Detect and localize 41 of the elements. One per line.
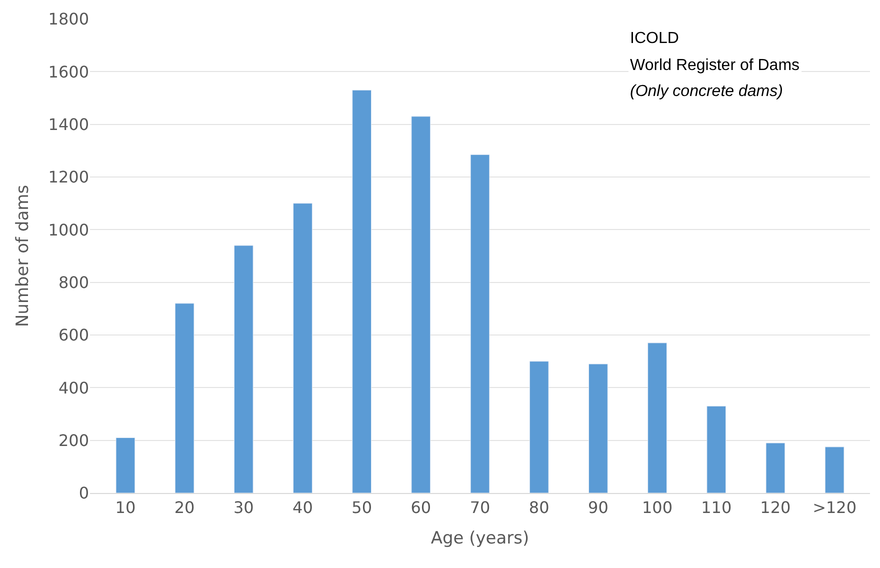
x-tick-label: 80 <box>528 498 550 518</box>
bar <box>766 442 786 493</box>
annotation: (Only concrete dams) <box>630 83 783 100</box>
y-tick-label: 0 <box>78 484 89 503</box>
x-tick-label: 50 <box>352 498 372 518</box>
x-tick-label: 30 <box>233 498 254 518</box>
bar <box>174 303 194 493</box>
bar <box>648 342 667 493</box>
bar <box>588 364 608 493</box>
y-tick-label: 400 <box>58 378 89 398</box>
bar <box>706 406 726 493</box>
y-tick-label: 600 <box>58 326 89 345</box>
y-tick-label: 800 <box>58 272 89 292</box>
y-tick-label: 1000 <box>48 220 89 240</box>
y-tick-label: 1400 <box>48 114 89 134</box>
bar <box>470 154 490 493</box>
bar <box>352 90 372 493</box>
y-tick-label: 1600 <box>48 62 89 82</box>
y-tick-label: 1200 <box>48 168 89 187</box>
bar <box>234 245 254 493</box>
x-tick-label: 90 <box>588 498 608 518</box>
x-tick-label: 110 <box>701 498 732 518</box>
bar <box>411 116 431 493</box>
bar <box>529 361 549 493</box>
y-tick-label: 200 <box>58 430 89 450</box>
annotation: ICOLD <box>630 30 679 47</box>
bar <box>116 437 136 493</box>
x-tick-label: 60 <box>410 498 432 518</box>
x-tick-label: 120 <box>760 498 791 518</box>
y-axis-title: Number of dams <box>12 184 33 328</box>
annotation: World Register of Dams <box>630 57 800 74</box>
x-tick-label: 40 <box>292 498 313 518</box>
x-tick-label: 70 <box>470 498 490 518</box>
bar <box>293 203 312 493</box>
x-tick-label: 20 <box>174 498 195 518</box>
x-tick-label: >120 <box>812 498 857 518</box>
y-tick-label: 1800 <box>48 10 89 29</box>
x-axis-title: Age (years) <box>430 528 530 549</box>
x-tick-label: 10 <box>115 498 136 518</box>
bar <box>824 446 844 493</box>
x-tick-label: 100 <box>642 498 673 518</box>
